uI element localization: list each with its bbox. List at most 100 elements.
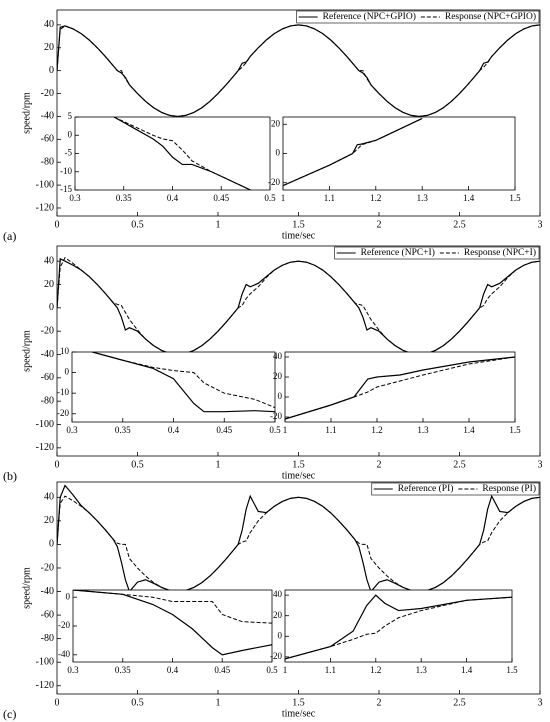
plot-area — [72, 352, 275, 422]
x-tick-label: 0.5 — [269, 425, 281, 435]
y-tick-label: -120 — [36, 680, 54, 691]
legend: Response (PI) Reference (PI) — [371, 482, 540, 496]
x-tick-label: 1.2 — [370, 665, 381, 675]
legend: Response (NPC+I) Reference (NPC+I) — [334, 246, 540, 260]
x-tick-label: 1 — [281, 193, 286, 203]
x-tick-label: 3 — [538, 219, 543, 230]
panel-label: (a) — [3, 229, 16, 243]
plot-frame — [74, 116, 271, 191]
x-tick-label: 0 — [55, 697, 60, 708]
plot-area — [75, 117, 270, 190]
x-tick-label: 1.4 — [463, 425, 475, 435]
legend-label: Reference (NPC+GPIO) — [323, 11, 416, 22]
x-tick-label: 0.5 — [264, 193, 276, 203]
plot-frame — [71, 351, 276, 423]
y-tick-label: 40 — [44, 19, 54, 30]
y-tick-label: -120 — [36, 202, 54, 213]
x-tick-label: 0.35 — [115, 425, 131, 435]
y-tick-label: 20 — [44, 42, 54, 53]
x-tick-label: 1.1 — [325, 665, 336, 675]
panel-label: (c) — [3, 707, 16, 721]
y-tick-label: 0 — [278, 630, 283, 640]
x-tick-label: 2 — [377, 459, 382, 470]
x-tick-label: 1.5 — [292, 697, 305, 708]
y-tick-label: 20 — [44, 515, 54, 526]
x-tick-label: 0.5 — [131, 697, 144, 708]
series-line — [113, 117, 251, 190]
plot-frame — [284, 351, 516, 423]
y-tick-label: 40 — [273, 589, 283, 599]
x-tick-label: 1.5 — [506, 665, 518, 675]
y-tick-label: 0 — [65, 367, 70, 377]
x-tick-label: 1.5 — [292, 459, 305, 470]
x-tick-label: 0.35 — [115, 665, 131, 675]
y-tick-label: 0 — [276, 148, 281, 158]
y-tick-label: 10 — [60, 346, 70, 356]
series-line — [73, 590, 272, 624]
plot-frame — [56, 9, 541, 217]
x-tick-label: 1.5 — [509, 425, 521, 435]
x-tick-label: 1.3 — [417, 193, 429, 203]
series-line — [57, 256, 540, 356]
x-tick-label: 1.4 — [461, 665, 473, 675]
y-tick-label: -20 — [41, 325, 54, 336]
x-tick-label: 3 — [538, 459, 543, 470]
x-tick-label: 0 — [55, 219, 60, 230]
y-tick-label: 0 — [49, 65, 54, 76]
panel-label: (b) — [3, 469, 17, 483]
legend: Response (NPC+GPIO) Reference (NPC+GPIO) — [296, 10, 540, 24]
series-line — [285, 594, 512, 660]
y-tick-label: 40 — [44, 255, 54, 266]
x-tick-label: 1.3 — [416, 665, 428, 675]
series-line — [57, 24, 540, 117]
x-tick-label: 0.3 — [66, 425, 78, 435]
y-axis-label: speed/rpm — [21, 92, 32, 134]
series-line — [73, 590, 272, 656]
x-tick-label: 2.5 — [453, 459, 466, 470]
y-tick-label: -20 — [270, 411, 282, 421]
x-tick-label: 1.4 — [463, 193, 475, 203]
y-tick-label: 20 — [271, 118, 281, 128]
x-tick-label: 1.1 — [325, 425, 336, 435]
y-tick-label: 5 — [68, 111, 73, 121]
legend-box — [296, 10, 540, 24]
x-tick-label: 0.5 — [266, 665, 278, 675]
x-tick-label: 0.45 — [214, 665, 230, 675]
x-axis-label: time/sec — [282, 470, 316, 481]
plot-area — [285, 590, 512, 662]
x-tick-label: 0.35 — [116, 193, 132, 203]
y-tick-label: -20 — [57, 408, 69, 418]
x-tick-label: 1.2 — [370, 193, 381, 203]
y-axis-label: speed/rpm — [21, 330, 32, 372]
y-tick-label: -20 — [41, 88, 54, 99]
y-tick-label: -80 — [41, 157, 54, 168]
x-tick-label: 1 — [216, 697, 221, 708]
x-tick-label: 1.1 — [324, 193, 335, 203]
x-tick-label: 1 — [283, 665, 288, 675]
y-tick-label: 0 — [278, 391, 283, 401]
legend-box — [371, 482, 540, 496]
plot-frame — [284, 589, 513, 663]
plot-frame — [72, 589, 273, 663]
plot-frame — [56, 245, 541, 457]
x-axis-label: time/sec — [282, 230, 316, 241]
x-tick-label: 3 — [538, 697, 543, 708]
y-tick-label: 0 — [49, 539, 54, 550]
x-tick-label: 1.5 — [509, 193, 521, 203]
y-tick-label: -100 — [36, 656, 54, 667]
x-tick-label: 1 — [216, 219, 221, 230]
y-tick-label: -100 — [36, 179, 54, 190]
y-tick-label: 40 — [273, 351, 283, 361]
x-tick-label: 2 — [377, 697, 382, 708]
x-tick-label: 1 — [216, 459, 221, 470]
y-tick-label: -60 — [41, 134, 54, 145]
y-tick-label: -60 — [41, 609, 54, 620]
x-tick-label: 0.4 — [167, 193, 179, 203]
y-tick-label: 20 — [44, 279, 54, 290]
x-tick-label: 0.5 — [131, 219, 144, 230]
y-tick-label: -40 — [41, 111, 54, 122]
y-tick-label: -80 — [41, 395, 54, 406]
y-tick-label: -10 — [60, 166, 72, 176]
series-line — [113, 117, 251, 190]
x-axis-label: time/sec — [282, 708, 316, 719]
